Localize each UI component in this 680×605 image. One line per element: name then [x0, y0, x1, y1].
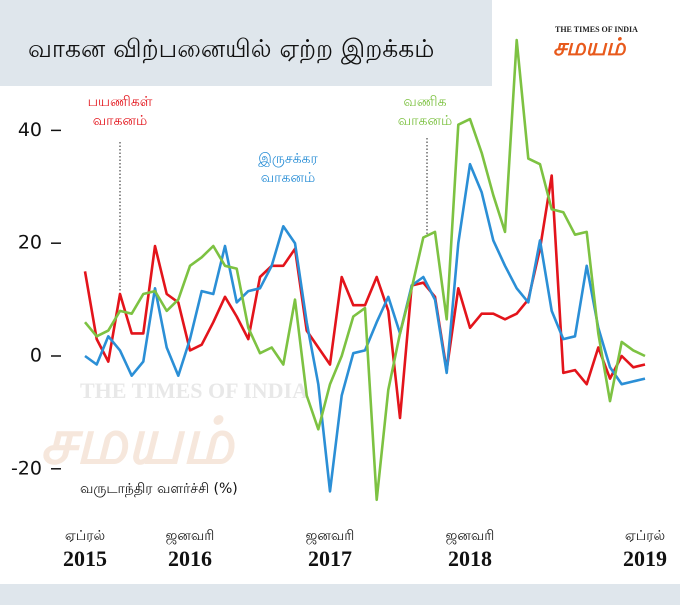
- series-label: பயணிகள் வாகனம்: [87, 94, 153, 129]
- series-line: [83, 174, 646, 420]
- x-tick-label: ஏப்ரல் 2019: [623, 528, 667, 571]
- x-tick-label: ஏப்ரல் 2015: [63, 528, 107, 571]
- x-tick-label: ஜனவரி 2018: [445, 528, 495, 571]
- y-tick-label: 40: [18, 119, 42, 141]
- x-tick-label: ஜனவரி 2017: [305, 528, 355, 571]
- title-box: வாகன விற்பனையில் ஏற்ற இறக்கம்: [0, 0, 492, 86]
- y-axis-label: வருடாந்திர வளர்ச்சி (%): [80, 481, 238, 497]
- series-label: வணிக வாகனம்: [397, 94, 453, 129]
- y-tick-label: -20: [11, 457, 42, 479]
- y-tick-label: 0: [30, 344, 42, 366]
- brand-logo: சமயம்: [553, 33, 626, 61]
- y-tick-label: 20: [18, 232, 42, 254]
- series-label: இருசக்கர வாகனம்: [258, 151, 318, 186]
- series-line: [84, 162, 646, 493]
- footer-strip: [0, 584, 680, 605]
- series-line: [83, 38, 646, 502]
- watermark: சமயம்: [40, 405, 234, 479]
- publisher: THE TIMES OF INDIA: [555, 25, 638, 34]
- watermark: THE TIMES OF INDIA: [80, 378, 308, 403]
- chart-title: வாகன விற்பனையில் ஏற்ற இறக்கம்: [28, 34, 435, 63]
- x-tick-label: ஜனவரி 2016: [165, 528, 215, 571]
